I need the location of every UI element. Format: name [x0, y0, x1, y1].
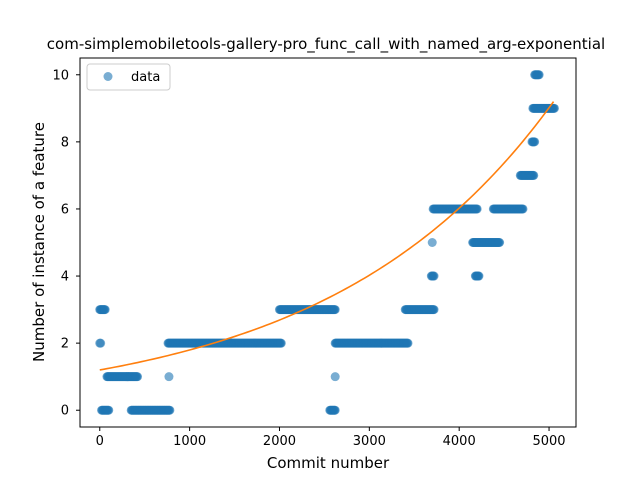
data-point [276, 338, 286, 348]
data-point [165, 405, 175, 415]
data-point [495, 238, 505, 247]
data-point [427, 238, 437, 247]
data-point [518, 204, 528, 214]
data-point [164, 372, 174, 382]
data-point [534, 70, 544, 80]
plot-frame [79, 57, 577, 428]
data-point [549, 103, 559, 113]
x-tick-label: 0 [96, 434, 104, 449]
data-point [472, 204, 482, 214]
data-point [330, 405, 340, 415]
data-point [529, 170, 539, 180]
legend-marker [103, 72, 113, 81]
data-point [104, 405, 114, 415]
data-point [474, 271, 484, 281]
data-point [133, 372, 143, 382]
y-axis-label: Number of instance of a feature [30, 122, 48, 362]
x-tick-label: 2000 [263, 434, 296, 449]
data-point [330, 305, 340, 315]
y-tick-label: 6 [61, 202, 69, 217]
x-tick-label: 1000 [173, 434, 206, 449]
y-tick-label: 0 [61, 404, 69, 419]
x-axis: 0 1000 2000 3000 4000 5000 [96, 427, 566, 449]
data-point [530, 137, 540, 147]
x-tick-label: 3000 [353, 434, 386, 449]
data-point [429, 305, 439, 315]
x-tick-label: 4000 [443, 434, 476, 449]
data-point [100, 305, 110, 315]
data-point [403, 338, 413, 348]
legend-label: data [131, 70, 160, 85]
data-point [330, 372, 340, 382]
y-tick-label: 8 [61, 135, 69, 150]
plot-area [95, 70, 559, 415]
data-point [96, 338, 106, 348]
x-axis-label: Commit number [267, 454, 390, 472]
y-tick-label: 2 [61, 337, 69, 352]
legend: data [86, 63, 171, 91]
legend-box [86, 63, 171, 91]
x-tick-label: 5000 [532, 434, 565, 449]
y-tick-label: 4 [61, 270, 69, 285]
chart-title: com-simplemobiletools-gallery-pro_func_c… [47, 35, 605, 54]
y-tick-label: 10 [52, 68, 69, 83]
fit-line [99, 101, 555, 371]
data-point [429, 271, 439, 281]
y-axis: 0 2 4 6 8 10 [52, 68, 80, 419]
